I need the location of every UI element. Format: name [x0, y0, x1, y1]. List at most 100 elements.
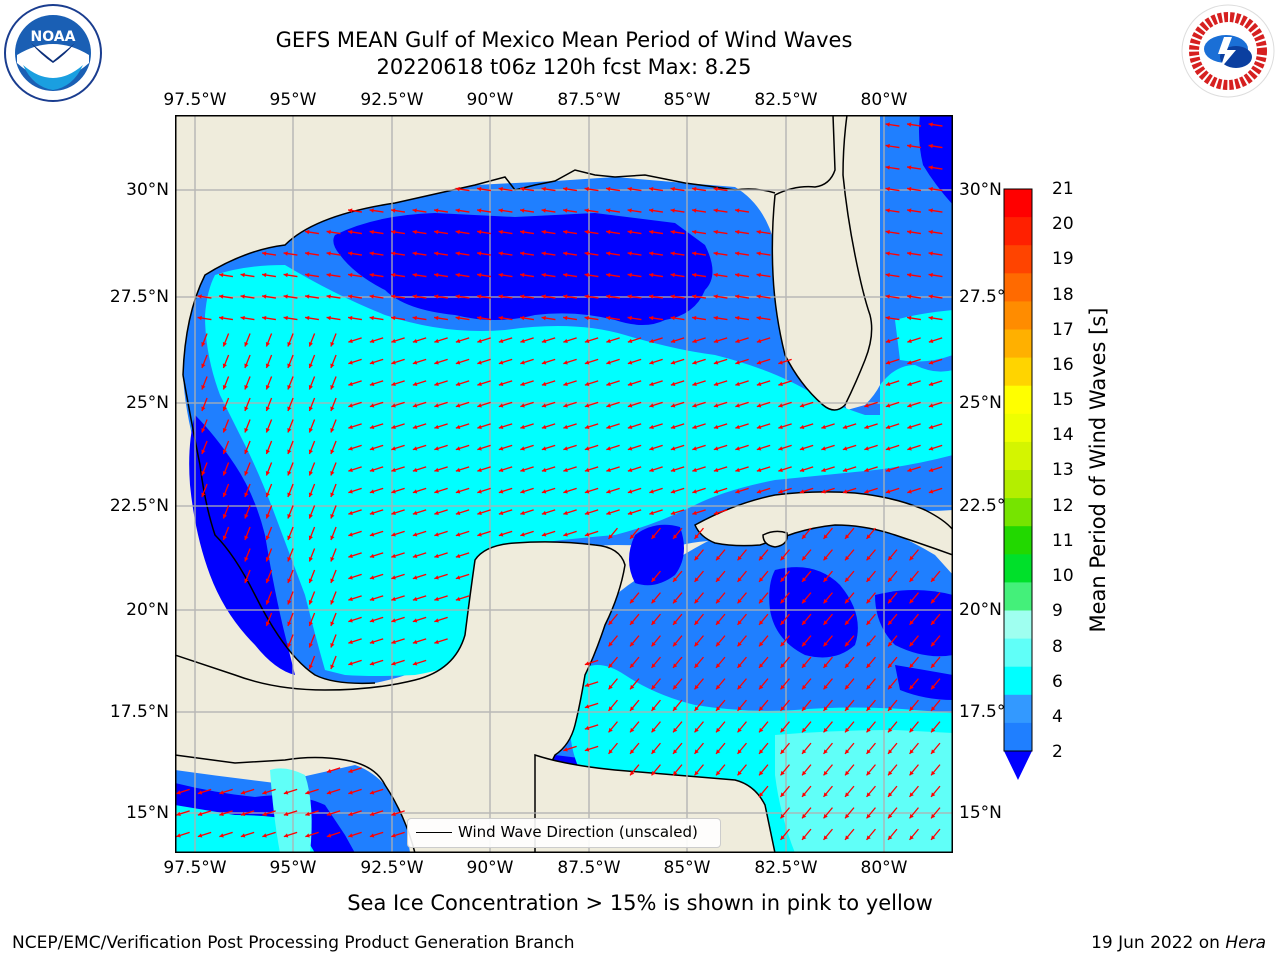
wind-wave-arrow-head	[287, 621, 292, 627]
wind-wave-arrow-head	[823, 835, 828, 840]
wind-wave-arrow-head	[412, 553, 418, 559]
wind-wave-arrow-head	[477, 338, 482, 344]
wind-wave-arrow-head	[692, 251, 697, 256]
wind-wave-arrow-head	[498, 251, 503, 256]
wind-wave-arrow-head	[455, 381, 461, 387]
wind-wave-arrow-head	[197, 811, 203, 817]
wind-wave-arrow-head	[201, 449, 206, 455]
wind-wave-arrow-head	[176, 833, 181, 838]
wind-wave-arrow-head	[694, 620, 699, 625]
wind-wave-arrow-head	[673, 598, 678, 604]
wind-wave-arrow-head	[885, 122, 890, 127]
wind-wave-arrow-head	[412, 661, 418, 666]
wind-wave-arrow-head	[222, 492, 227, 498]
wind-wave-arrow-head	[348, 768, 353, 774]
wind-wave-arrow-head	[909, 727, 914, 733]
wind-wave-arrow-head	[885, 403, 891, 408]
colorbar-segment	[1004, 526, 1032, 555]
lat-tick-label: 17.5°N	[959, 702, 1019, 722]
wind-wave-arrow-head	[391, 661, 396, 666]
wind-wave-arrow-head	[348, 315, 353, 321]
wind-wave-arrow-head	[201, 470, 206, 476]
wind-wave-arrow-head	[627, 294, 632, 299]
wind-wave-arrow-head	[885, 272, 890, 278]
wind-wave-arrow-head	[670, 403, 676, 408]
lon-tick-label: 80°W	[860, 858, 908, 878]
wind-wave-arrow-head	[649, 338, 654, 344]
wind-wave-arrow-head	[498, 446, 504, 451]
wind-wave-arrow-head	[649, 510, 654, 516]
wind-wave-arrow-head	[756, 229, 761, 235]
wind-wave-arrow-head	[348, 639, 353, 645]
colorbar-tick: 11	[1052, 531, 1074, 551]
wind-wave-arrow-head	[692, 360, 697, 365]
wind-wave-arrow-head	[759, 792, 764, 797]
wind-wave-arrow-head	[563, 229, 568, 235]
wind-wave-arrow-head	[866, 555, 871, 561]
wind-wave-arrow-head	[673, 663, 678, 668]
wind-wave-arrow-head	[627, 489, 633, 494]
wind-wave-arrow-head	[584, 294, 589, 299]
wind-wave-arrow-head	[845, 727, 850, 733]
colorbar-tick: 14	[1052, 425, 1074, 445]
wind-wave-arrow-head	[931, 706, 936, 711]
wind-wave-arrow-head	[692, 381, 697, 387]
legend-line-icon	[416, 832, 452, 833]
wind-wave-arrow-head	[649, 489, 654, 494]
wind-wave-arrow-head	[907, 122, 912, 127]
wind-wave-arrow-head	[606, 446, 611, 451]
wind-wave-arrow-head	[608, 684, 613, 690]
wind-wave-arrow-head	[692, 315, 697, 321]
wind-wave-arrow-head	[802, 598, 807, 604]
wind-wave-arrow-head	[842, 424, 848, 430]
wind-wave-arrow-head	[563, 186, 568, 192]
colorbar-segment	[1004, 273, 1032, 302]
wind-wave-arrow-head	[606, 251, 611, 256]
wind-wave-arrow-head	[222, 406, 227, 412]
wind-wave-arrow-head	[907, 186, 912, 192]
wind-wave-arrow-head	[627, 229, 632, 235]
wind-wave-arrow-head	[369, 272, 374, 278]
wind-wave-arrow-head	[716, 598, 721, 604]
lat-tick-label: 30°N	[126, 180, 169, 200]
wind-wave-arrow-head	[412, 467, 418, 473]
wind-wave-arrow-head	[759, 620, 764, 625]
west-gulf-coastline	[182, 374, 376, 685]
wind-wave-arrow-head	[455, 532, 461, 537]
wind-wave-arrow-head	[737, 663, 742, 668]
wind-wave-arrow-head	[563, 489, 568, 494]
map-panel[interactable]	[175, 115, 953, 853]
colorbar-tick: 10	[1052, 566, 1074, 586]
high-period-south-strip	[270, 768, 312, 853]
wind-wave-arrow-head	[799, 424, 805, 430]
wind-wave-arrow-head	[885, 251, 890, 256]
wind-wave-arrow-head	[909, 555, 914, 561]
wind-wave-arrow-head	[455, 553, 461, 559]
isla-juventud	[762, 530, 788, 548]
wind-wave-arrow-head	[391, 403, 396, 408]
wind-wave-arrow-head	[520, 424, 525, 430]
wind-wave-arrow-head	[780, 555, 785, 561]
wind-wave-arrow-head	[197, 833, 203, 838]
wind-wave-arrow-head	[608, 641, 613, 647]
wind-wave-arrow-head	[931, 770, 936, 776]
wind-wave-arrow-head	[369, 294, 374, 299]
wind-wave-arrow-head	[606, 338, 611, 344]
wind-wave-arrow-head	[907, 446, 912, 451]
wind-wave-arrow-head	[369, 360, 375, 365]
colorbar-tick: 2	[1052, 742, 1063, 762]
wind-wave-arrow-head	[265, 578, 270, 584]
wind-wave-arrow-head	[455, 446, 461, 451]
wind-wave-arrow-head	[713, 251, 718, 256]
wind-wave-arrow-head	[735, 360, 740, 365]
low-period-caribbean-4	[895, 665, 953, 700]
wind-wave-arrow-head	[907, 315, 912, 321]
wind-wave-arrow-head	[563, 532, 568, 537]
wind-wave-arrow-head	[222, 363, 227, 369]
wind-wave-arrow-head	[412, 532, 418, 537]
wind-wave-arrow-head	[885, 381, 891, 387]
wind-wave-arrow-head	[909, 620, 914, 625]
wind-wave-arrow-head	[541, 403, 547, 408]
wind-wave-arrow-head	[649, 251, 654, 256]
wind-wave-arrow-head	[823, 727, 828, 733]
